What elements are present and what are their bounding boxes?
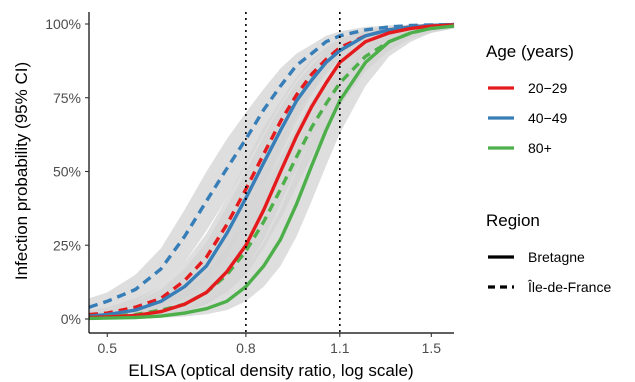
y-tick-label: 0% bbox=[61, 311, 81, 327]
line-20-29-bretagne bbox=[88, 23, 455, 320]
series-lines bbox=[88, 22, 455, 321]
confidence-ribbons bbox=[89, 24, 454, 319]
x-tick-label: 1.5 bbox=[422, 340, 442, 356]
legend-label-80: 80+ bbox=[528, 140, 552, 156]
axes: 0% 25% 50% 75% 100% 0.5 0.8 1.1 1.5 bbox=[45, 12, 454, 356]
y-tick-label: 50% bbox=[53, 164, 81, 180]
x-tick-label: 0.5 bbox=[98, 340, 118, 356]
x-tick-label: 0.8 bbox=[236, 340, 256, 356]
legend-title-region: Region bbox=[486, 211, 540, 230]
legend-label-20-29: 20−29 bbox=[528, 80, 568, 96]
line-80-bretagne bbox=[88, 24, 455, 321]
ribbon-20-29-bretagne bbox=[89, 24, 454, 319]
x-axis-title: ELISA (optical density ratio, log scale) bbox=[128, 361, 413, 380]
legend-label-40-49: 40−49 bbox=[528, 110, 568, 126]
legend-title-age-years: Age (years) bbox=[486, 42, 574, 61]
y-axis-title: Infection probability (95% CI) bbox=[12, 62, 31, 280]
x-tick-label: 1.1 bbox=[330, 340, 350, 356]
y-tick-label: 100% bbox=[45, 16, 81, 32]
y-tick-label: 25% bbox=[53, 237, 81, 253]
y-tick-label: 75% bbox=[53, 90, 81, 106]
legend: Age (years) 20−29 40−49 80+ Region Bretagne Îl… bbox=[486, 42, 611, 295]
legend-label-le-de-france: Île-de-France bbox=[527, 279, 611, 295]
ribbon-40-49-le-de-france bbox=[89, 24, 454, 314]
ribbon-80-bretagne bbox=[89, 24, 454, 319]
legend-label-bretagne: Bretagne bbox=[528, 249, 585, 265]
line-40-49-le-de-france bbox=[88, 22, 455, 309]
line-40-49-bretagne bbox=[88, 22, 455, 318]
